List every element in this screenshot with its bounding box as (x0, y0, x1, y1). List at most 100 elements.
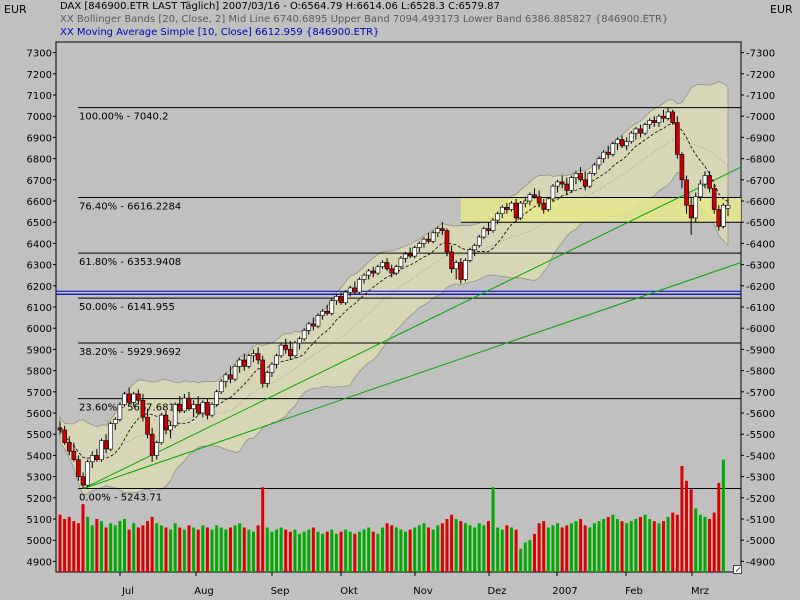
candle-body (76, 459, 81, 477)
candle-body (246, 355, 252, 367)
candle-body (384, 262, 390, 270)
candle-body (361, 274, 367, 280)
volume-bar (431, 529, 435, 572)
volume-bar (579, 519, 583, 572)
candle-body (311, 323, 316, 327)
candle-body (62, 429, 67, 443)
candle-body (536, 196, 542, 204)
volume-bar (293, 529, 297, 572)
volume-bar (574, 521, 578, 572)
volume-bar (146, 521, 150, 572)
y-tick-label-left: 6900 (27, 133, 52, 144)
volume-bar (109, 523, 113, 572)
candle-body (265, 372, 270, 384)
y-tick-label-left: 5200 (27, 494, 52, 505)
volume-bar (127, 529, 131, 572)
candle-body (541, 202, 547, 210)
x-tick-label: Sep (271, 586, 290, 597)
y-tick-label-left: 5400 (27, 451, 52, 462)
volume-bar (330, 529, 334, 572)
candle-body (159, 414, 164, 443)
volume-bar (546, 527, 550, 572)
candle-body (661, 115, 666, 119)
volume-bar (569, 523, 573, 572)
volume-bar (302, 531, 306, 572)
candle-body (550, 185, 556, 200)
candle-body (191, 404, 196, 410)
y-tick-label-right: -7200 (746, 70, 775, 81)
y-tick-label-right: -5300 (746, 473, 775, 484)
fib-label: 0.00% - 5243.71 (79, 493, 162, 504)
candle-body (481, 228, 487, 238)
candle-body (168, 425, 173, 431)
candle-body (412, 247, 418, 257)
candle-body (698, 183, 703, 198)
candle-body (435, 228, 441, 234)
volume-bar (81, 504, 85, 572)
volume-bar (385, 523, 389, 572)
volume-bar (671, 512, 675, 572)
volume-bar (256, 525, 260, 572)
candle-body (99, 440, 104, 460)
candle-body (587, 173, 593, 187)
volume-bar (565, 525, 569, 572)
candle-body (453, 262, 459, 270)
volume-bar (459, 521, 463, 572)
candle-body (186, 397, 192, 410)
bollinger-band (59, 81, 729, 496)
volume-bar (675, 514, 679, 572)
candle-body (440, 228, 445, 231)
candle-body (702, 175, 708, 185)
fib-label: 100.00% - 7040.2 (79, 112, 168, 123)
y-tick-label-left: 6300 (27, 261, 52, 272)
candle-body (449, 251, 454, 270)
candle-body (182, 397, 187, 412)
resize-icon[interactable] (733, 565, 742, 574)
volume-bar (321, 533, 325, 572)
x-tick-label: Nov (413, 586, 433, 597)
candle-body (108, 423, 113, 450)
currency-label-right: EUR (770, 3, 793, 16)
candle-body (670, 111, 676, 123)
volume-bar (353, 533, 357, 572)
y-tick-label-right: -5500 (746, 430, 775, 441)
volume-bar (376, 533, 380, 572)
candle-body (518, 202, 523, 219)
volume-bar (67, 516, 71, 572)
volume-bar (657, 523, 661, 572)
candle-body (665, 111, 671, 119)
volume-bar (689, 489, 693, 572)
candle-body (679, 154, 685, 181)
volume-bar (450, 514, 454, 572)
candle-body (592, 164, 597, 174)
y-tick-label-right: -6700 (746, 176, 775, 187)
candle-body (320, 310, 325, 316)
volume-bar (113, 525, 117, 572)
candle-body (366, 270, 371, 276)
candle-body (205, 402, 210, 416)
candle-body (274, 355, 279, 365)
volume-bar (473, 527, 477, 572)
candle-body (444, 230, 450, 253)
volume-bar (662, 521, 666, 572)
candle-body (297, 338, 302, 344)
y-tick-label-right: -5200 (746, 494, 775, 505)
candle-body (725, 204, 731, 209)
y-tick-label-left: 6800 (27, 155, 52, 166)
y-tick-label-left: 5300 (27, 473, 52, 484)
fib-label: 76.40% - 6616.2284 (79, 202, 181, 213)
y-tick-label-right: -6300 (746, 261, 775, 272)
candle-body (200, 402, 206, 414)
volume-bar (509, 527, 513, 572)
y-tick-label-left: 4900 (27, 557, 52, 568)
candle-body (417, 243, 422, 248)
moving-average-legend: XX Moving Average Simple [10, Close] 661… (60, 27, 380, 38)
volume-bar (703, 516, 707, 572)
candle-body (398, 257, 404, 268)
volume-bar (201, 525, 205, 572)
candle-body (154, 442, 160, 456)
volume-bar (242, 527, 246, 572)
candle-body (334, 296, 339, 301)
candle-body (716, 209, 722, 227)
volume-bar (542, 521, 546, 572)
